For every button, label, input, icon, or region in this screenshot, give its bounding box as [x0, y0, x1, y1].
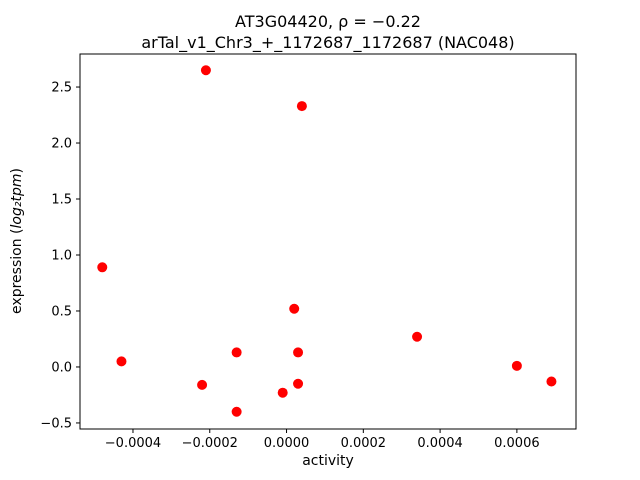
x-tick-label: 0.0006	[494, 436, 540, 451]
x-tick-label: 0.0002	[341, 436, 387, 451]
y-axis-label: expression (log₂tpm)	[9, 168, 25, 314]
data-point	[197, 379, 208, 390]
y-axis-label-suffix: )	[9, 168, 25, 173]
axis-ticks: −0.0004 −0.0002 0.0000 0.0002 0.0004 0.0006 −0…	[40, 81, 539, 451]
y-tick-label: 1.5	[51, 193, 72, 208]
y-tick-label: 2.0	[51, 137, 72, 152]
chart-title-line1: AT3G04420, ρ = −0.22	[235, 12, 421, 31]
y-axis-label-math: log₂tpm	[9, 174, 25, 229]
x-tick-label: −0.0004	[105, 436, 161, 451]
data-point	[277, 387, 288, 398]
x-tick-label: −0.0002	[182, 436, 238, 451]
y-tick-label: 1.0	[51, 248, 72, 263]
plot-frame	[79, 53, 577, 430]
data-point	[116, 356, 127, 367]
data-point	[296, 101, 307, 112]
x-axis-label: activity	[302, 453, 354, 469]
x-tick-label: 0.0004	[417, 436, 463, 451]
y-tick-label: 0.0	[51, 360, 72, 375]
data-point	[231, 347, 242, 358]
data-point	[200, 65, 211, 76]
y-axis-label-prefix: expression (	[9, 229, 25, 314]
y-tick-label: −0.5	[40, 416, 72, 431]
chart-title-line2: arTal_v1_Chr3_+_1172687_1172687 (NAC048)	[141, 33, 514, 53]
data-point	[231, 406, 242, 417]
y-tick-label: 2.5	[51, 81, 72, 96]
data-point	[293, 347, 304, 358]
y-tick-label: 0.5	[51, 304, 72, 319]
scatter-points	[97, 65, 557, 417]
data-point	[97, 262, 108, 273]
data-point	[511, 360, 522, 371]
data-point	[289, 303, 300, 314]
data-point	[293, 378, 304, 389]
x-tick-label: 0.0000	[264, 436, 310, 451]
data-point	[412, 331, 423, 342]
data-point	[546, 376, 557, 387]
axes-frame	[79, 53, 577, 430]
